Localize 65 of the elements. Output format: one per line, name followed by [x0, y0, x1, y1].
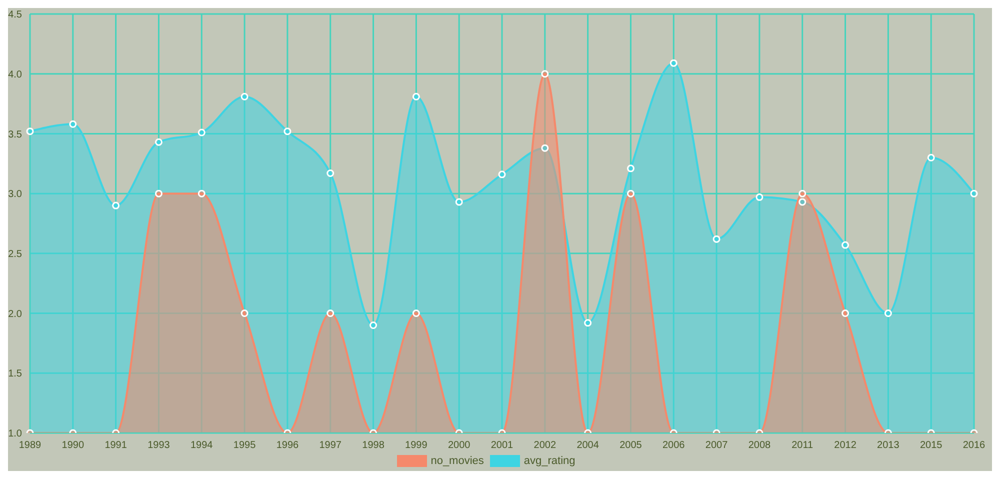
x-tick-label: 1989	[18, 440, 42, 452]
x-tick-label: 1990	[62, 440, 84, 452]
point	[26, 128, 34, 136]
x-tick-label: 2005	[620, 440, 642, 452]
legend-label: avg_rating	[524, 455, 576, 467]
legend-label: no_movies	[430, 455, 484, 467]
x-tick-label: 1995	[233, 440, 256, 452]
point	[498, 170, 506, 178]
y-tick-label: 2.0	[8, 308, 22, 320]
point	[970, 190, 978, 198]
point	[240, 92, 248, 100]
x-tick-label: 2012	[834, 440, 857, 452]
point	[284, 128, 292, 136]
x-tick-label: 1998	[362, 440, 385, 452]
x-tick-label: 2000	[448, 440, 471, 452]
x-tick-label: 2004	[576, 440, 600, 452]
x-tick-label: 2008	[748, 440, 772, 452]
x-tick-label: 1991	[104, 440, 128, 452]
y-tick-label: 3.0	[8, 189, 22, 200]
point	[326, 169, 334, 177]
point	[842, 241, 850, 249]
point	[412, 92, 420, 100]
point	[842, 310, 850, 318]
x-tick-label: 2013	[877, 440, 900, 452]
y-tick-label: 3.5	[8, 129, 22, 140]
point	[541, 70, 549, 78]
x-tick-label: 2006	[662, 440, 686, 452]
x-tick-label: 2007	[705, 440, 728, 452]
x-tick-label: 2015	[920, 440, 943, 452]
point	[154, 190, 162, 198]
x-tick-label: 1996	[276, 440, 300, 452]
y-tick-label: 2.5	[8, 248, 22, 260]
point	[69, 120, 77, 128]
y-tick-label: 4.0	[8, 69, 22, 80]
point	[584, 319, 592, 327]
point	[626, 190, 634, 198]
point	[670, 59, 678, 67]
y-tick-label: 1.5	[8, 368, 22, 380]
point	[712, 235, 720, 243]
point	[455, 198, 463, 206]
x-tick-label: 2001	[490, 440, 514, 452]
point	[626, 164, 634, 172]
point	[798, 198, 806, 206]
point	[370, 322, 378, 330]
y-tick-label: 1.0	[8, 428, 22, 440]
point	[198, 128, 206, 136]
x-tick-label: 2016	[962, 440, 986, 452]
y-tick-label: 4.5	[8, 10, 22, 21]
x-tick-label: 1994	[190, 440, 214, 452]
point	[541, 144, 549, 152]
x-tick-label: 2011	[792, 440, 814, 452]
x-tick-label: 1993	[148, 440, 170, 452]
point	[240, 310, 248, 318]
point	[112, 202, 120, 210]
point	[798, 190, 806, 198]
x-tick-label: 2002	[534, 440, 556, 452]
point	[154, 138, 162, 146]
point	[884, 310, 892, 318]
point	[756, 193, 764, 201]
point	[412, 310, 420, 318]
point	[198, 190, 206, 198]
x-tick-label: 1997	[319, 440, 342, 452]
point	[326, 310, 334, 318]
x-tick-label: 1999	[405, 440, 428, 452]
point	[927, 154, 935, 162]
